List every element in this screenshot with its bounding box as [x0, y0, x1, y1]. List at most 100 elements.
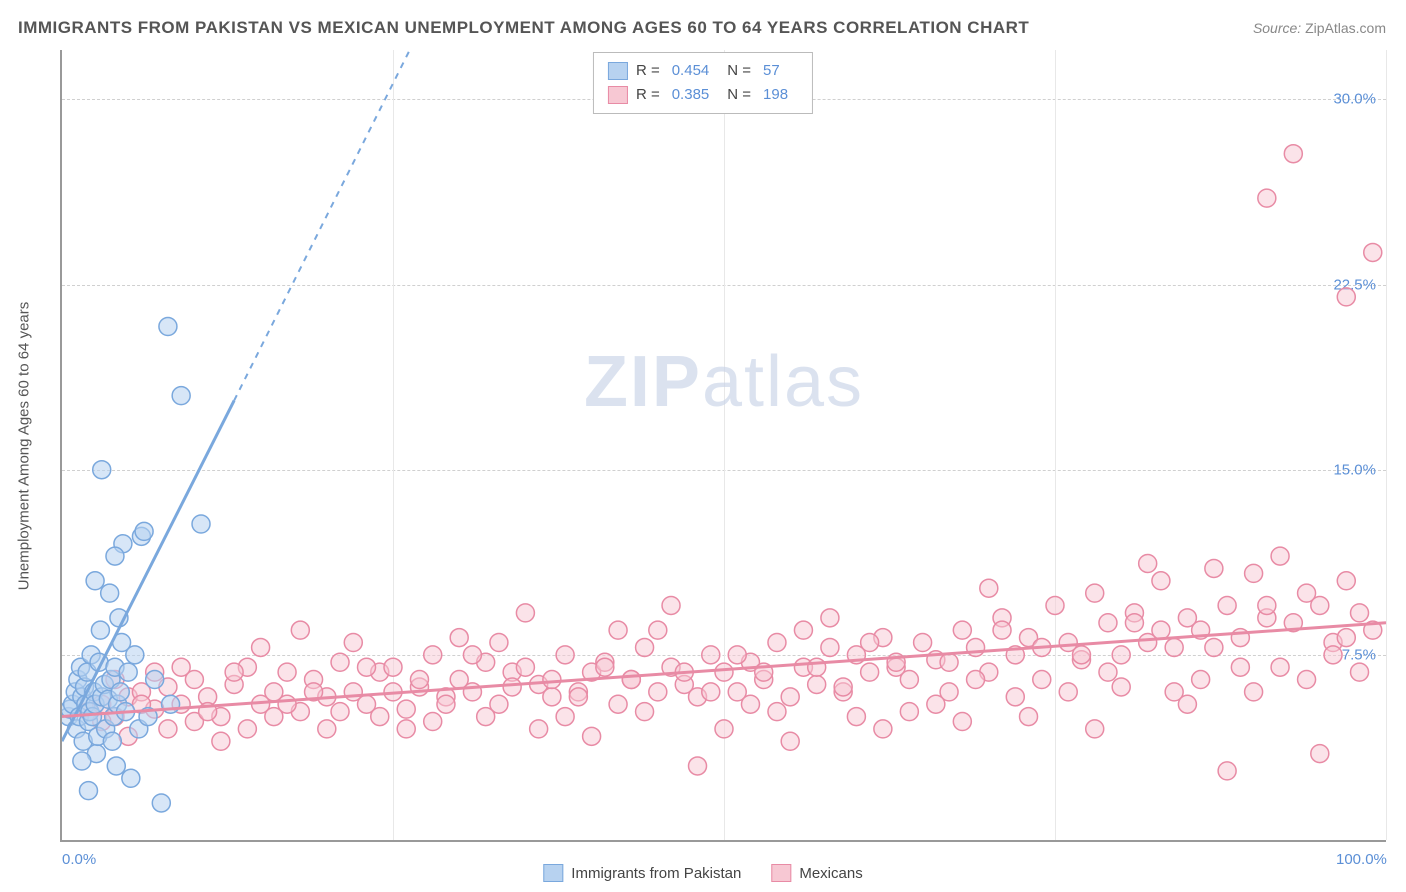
scatter-point — [1033, 671, 1051, 689]
scatter-point — [1218, 762, 1236, 780]
scatter-point — [331, 703, 349, 721]
scatter-point — [1165, 638, 1183, 656]
scatter-point — [397, 700, 415, 718]
scatter-point — [1152, 621, 1170, 639]
scatter-point — [86, 572, 104, 590]
scatter-point — [291, 621, 309, 639]
series-legend: Immigrants from PakistanMexicans — [543, 864, 862, 882]
scatter-point — [1099, 614, 1117, 632]
legend-swatch-pakistan — [608, 62, 628, 80]
scatter-point — [1351, 604, 1369, 622]
scatter-point — [847, 708, 865, 726]
scatter-point — [596, 658, 614, 676]
scatter-point — [1298, 671, 1316, 689]
scatter-point — [437, 695, 455, 713]
trend-line-dashed — [234, 50, 459, 401]
scatter-point — [781, 732, 799, 750]
scatter-point — [318, 720, 336, 738]
scatter-point — [861, 663, 879, 681]
scatter-point — [556, 708, 574, 726]
scatter-point — [649, 683, 667, 701]
scatter-point — [1059, 683, 1077, 701]
scatter-point — [583, 727, 601, 745]
scatter-point — [172, 387, 190, 405]
y-axis-label: Unemployment Among Ages 60 to 64 years — [16, 302, 33, 591]
scatter-point — [278, 663, 296, 681]
scatter-point — [146, 671, 164, 689]
legend-item: Mexicans — [771, 864, 862, 882]
scatter-point — [424, 646, 442, 664]
scatter-point — [384, 658, 402, 676]
legend-n-value: 57 — [763, 59, 780, 83]
legend-label: Mexicans — [799, 865, 862, 882]
scatter-point — [331, 653, 349, 671]
scatter-point — [609, 695, 627, 713]
scatter-point — [107, 757, 125, 775]
legend-row: R = 0.454 N = 57 — [608, 59, 798, 83]
legend-r-value: 0.454 — [672, 59, 710, 83]
scatter-point — [1205, 638, 1223, 656]
scatter-point — [344, 634, 362, 652]
scatter-point — [278, 695, 296, 713]
chart-title: IMMIGRANTS FROM PAKISTAN VS MEXICAN UNEM… — [18, 18, 1029, 38]
scatter-point — [371, 708, 389, 726]
scatter-point — [397, 720, 415, 738]
scatter-point — [1258, 596, 1276, 614]
scatter-point — [1139, 555, 1157, 573]
scatter-point — [1337, 288, 1355, 306]
scatter-point — [1258, 189, 1276, 207]
scatter-point — [1072, 646, 1090, 664]
scatter-point — [1125, 614, 1143, 632]
scatter-point — [821, 609, 839, 627]
x-tick-label: 100.0% — [1336, 851, 1387, 868]
scatter-point — [781, 688, 799, 706]
chart-plot-area: ZIPatlas 15.0%30.0%7.5%22.5%0.0%100.0% — [60, 50, 1386, 842]
scatter-point — [1099, 663, 1117, 681]
legend-swatch — [543, 864, 563, 882]
scatter-point — [689, 757, 707, 775]
source-value: ZipAtlas.com — [1305, 20, 1386, 36]
scatter-point — [192, 515, 210, 533]
scatter-point — [953, 621, 971, 639]
scatter-point — [1245, 683, 1263, 701]
scatter-point — [609, 621, 627, 639]
scatter-point — [940, 653, 958, 671]
legend-r-label: R = — [636, 83, 660, 107]
x-tick-label: 0.0% — [62, 851, 96, 868]
legend-r-value: 0.385 — [672, 83, 710, 107]
scatter-point — [490, 634, 508, 652]
scatter-point — [1271, 658, 1289, 676]
scatter-point — [73, 752, 91, 770]
scatter-point — [967, 671, 985, 689]
scatter-point — [543, 688, 561, 706]
scatter-point — [159, 720, 177, 738]
scatter-point — [119, 663, 137, 681]
source-label: Source: — [1253, 20, 1301, 36]
scatter-point — [111, 683, 129, 701]
scatter-point — [927, 695, 945, 713]
legend-n-label: N = — [727, 59, 751, 83]
scatter-point — [103, 732, 121, 750]
scatter-point — [503, 678, 521, 696]
scatter-point — [424, 713, 442, 731]
scatter-point — [530, 720, 548, 738]
scatter-point — [715, 720, 733, 738]
scatter-point — [463, 646, 481, 664]
legend-r-label: R = — [636, 59, 660, 83]
scatter-point — [1165, 683, 1183, 701]
scatter-point — [358, 658, 376, 676]
scatter-point — [649, 621, 667, 639]
scatter-point — [808, 658, 826, 676]
scatter-point — [1311, 596, 1329, 614]
scatter-point — [238, 720, 256, 738]
scatter-point — [1218, 596, 1236, 614]
scatter-point — [1112, 646, 1130, 664]
scatter-point — [556, 646, 574, 664]
scatter-point — [808, 675, 826, 693]
scatter-point — [768, 703, 786, 721]
scatter-point — [172, 658, 190, 676]
scatter-point — [768, 634, 786, 652]
legend-row: R = 0.385 N = 198 — [608, 83, 798, 107]
scatter-point — [152, 794, 170, 812]
scatter-point — [79, 782, 97, 800]
